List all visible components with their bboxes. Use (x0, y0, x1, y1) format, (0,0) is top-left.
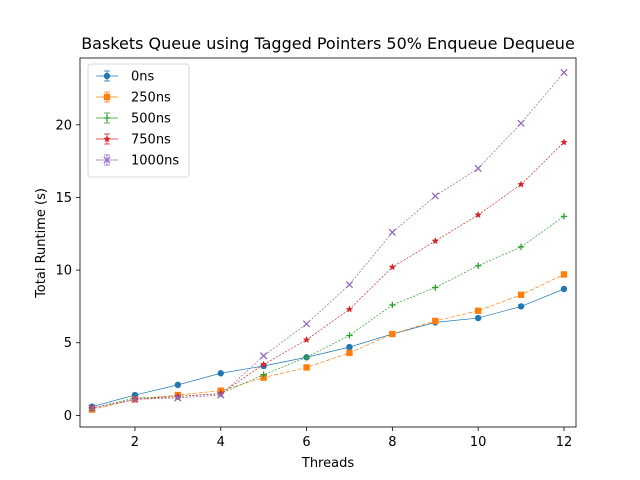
data-point-750ns-10 (474, 211, 482, 218)
data-point-250ns-10 (474, 307, 482, 314)
legend-item-0ns: 0ns (96, 70, 155, 85)
y-axis-label: Total Runtime (s) (34, 188, 49, 299)
legend-label: 1000ns (131, 154, 179, 169)
plot-area (88, 68, 568, 413)
data-point-750ns-11 (517, 180, 525, 188)
data-point-0ns-7 (346, 343, 353, 351)
data-point-1000ns-10 (474, 164, 482, 173)
y-tick-label: 0 (64, 409, 72, 424)
x-tick-label: 2 (131, 435, 139, 450)
legend-label: 500ns (131, 112, 171, 127)
data-point-250ns-8 (389, 330, 396, 338)
data-point-1000ns-7 (345, 280, 354, 289)
x-tick-label: 10 (470, 435, 487, 450)
legend-item-500ns: 500ns (96, 112, 171, 127)
series-line-1000ns (91, 72, 565, 409)
data-point-1000ns-8 (388, 228, 397, 236)
data-point-750ns-7 (345, 305, 354, 313)
data-point-1000ns-11 (517, 119, 525, 128)
series-line-0ns (91, 288, 565, 407)
data-point-1000ns-1 (88, 404, 96, 412)
legend-marker-750ns (103, 135, 111, 143)
data-point-0ns-11 (517, 303, 525, 310)
y-tick-label: 10 (55, 264, 72, 279)
data-point-750ns-12 (560, 138, 568, 146)
legend-label: 250ns (131, 91, 171, 106)
x-tick-label: 6 (302, 435, 310, 450)
data-point-0ns-3 (174, 381, 182, 389)
data-point-1000ns-6 (302, 320, 311, 328)
legend-label: 750ns (131, 133, 171, 148)
data-point-500ns-8 (389, 301, 396, 309)
data-point-500ns-9 (432, 284, 439, 291)
data-point-1000ns-2 (131, 395, 139, 404)
data-point-750ns-5 (260, 360, 268, 368)
data-point-1000ns-3 (174, 394, 182, 402)
data-point-250ns-12 (560, 271, 568, 278)
data-point-250ns-6 (303, 364, 310, 371)
legend-marker-500ns (103, 114, 111, 122)
legend-marker-0ns (103, 72, 111, 80)
legend-marker-1000ns (103, 156, 111, 164)
y-tick-label: 5 (64, 336, 72, 351)
data-point-500ns-10 (474, 262, 482, 269)
legend-item-750ns: 750ns (96, 133, 171, 148)
series-line-250ns (91, 274, 565, 410)
data-point-250ns-9 (432, 317, 439, 325)
data-point-1000ns-5 (259, 352, 268, 360)
data-point-0ns-12 (560, 285, 568, 293)
legend-item-1000ns: 1000ns (96, 154, 179, 169)
chart-title: Baskets Queue using Tagged Pointers 50% … (81, 34, 575, 53)
data-point-500ns-5 (260, 371, 267, 378)
data-point-250ns-7 (346, 349, 353, 357)
legend-label: 0ns (131, 70, 155, 85)
y-tick-label: 15 (55, 191, 72, 206)
series-line-750ns (91, 142, 565, 409)
data-point-500ns-7 (346, 332, 353, 339)
legend: 0ns 250ns 500ns 750ns 1000ns (87, 63, 190, 178)
data-point-1000ns-4 (217, 391, 225, 399)
x-tick-label: 12 (556, 435, 573, 450)
series-1000ns (88, 68, 568, 412)
legend-marker-250ns (103, 93, 111, 101)
y-tick-label: 20 (55, 118, 72, 133)
data-point-0ns-4 (217, 370, 224, 377)
data-point-1000ns-12 (560, 68, 568, 77)
data-point-750ns-9 (431, 237, 439, 245)
data-point-250ns-11 (517, 291, 525, 298)
data-point-500ns-12 (560, 213, 568, 220)
x-tick-label: 8 (388, 435, 396, 450)
data-point-500ns-6 (303, 354, 310, 361)
data-point-0ns-10 (474, 314, 482, 322)
data-point-750ns-8 (388, 263, 396, 271)
x-tick-label: 4 (217, 435, 225, 450)
legend-box (87, 63, 190, 178)
legend-item-250ns: 250ns (96, 91, 171, 106)
data-point-750ns-6 (302, 336, 311, 343)
x-axis-label: Threads (301, 456, 354, 471)
plot-frame (79, 57, 577, 428)
data-point-500ns-11 (517, 243, 525, 251)
axes: 2 4 6 8 10 12 0 5 10 15 20 (55, 57, 577, 450)
data-point-1000ns-9 (431, 192, 439, 200)
